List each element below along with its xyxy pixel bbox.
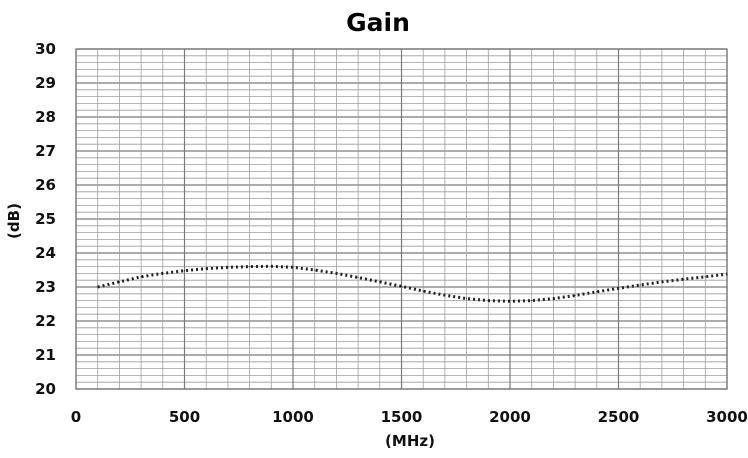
data-point	[596, 291, 598, 293]
data-point	[183, 270, 186, 272]
y-tick-label: 20	[35, 380, 56, 398]
y-tick-label: 24	[35, 244, 56, 262]
data-point	[704, 276, 706, 278]
x-axis-label: (MHz)	[385, 432, 435, 450]
data-point	[617, 287, 620, 289]
data-point	[661, 281, 663, 283]
data-point	[270, 265, 272, 267]
y-tick-label: 30	[35, 40, 56, 58]
data-point	[205, 268, 207, 270]
plot-border	[75, 48, 728, 390]
data-point	[118, 281, 120, 283]
data-point	[162, 272, 164, 274]
x-axis-ticks: 0 500 1000 1500 2000 2500 3000	[71, 408, 748, 426]
chart-title: Gain	[346, 8, 410, 37]
series-layer	[97, 264, 728, 303]
x-tick-label: 1000	[272, 408, 314, 426]
data-point	[314, 269, 316, 271]
data-point	[574, 294, 576, 297]
data-point	[683, 278, 685, 280]
data-point	[531, 300, 533, 302]
data-point	[509, 300, 511, 302]
data-point	[97, 286, 99, 288]
data-point	[335, 272, 337, 274]
plot-grid	[75, 48, 728, 390]
data-point	[422, 290, 424, 292]
data-point	[552, 297, 555, 300]
data-point	[249, 266, 251, 268]
x-tick-label: 0	[71, 408, 81, 426]
y-tick-label: 25	[35, 210, 56, 228]
x-tick-label: 3000	[706, 408, 748, 426]
data-point	[487, 300, 489, 302]
data-point	[726, 273, 728, 275]
data-point	[400, 285, 403, 287]
data-point	[357, 276, 359, 279]
y-axis-label: (dB)	[5, 203, 23, 239]
x-tick-label: 2500	[598, 408, 640, 426]
gain-series-line	[97, 264, 728, 303]
data-point	[639, 284, 641, 286]
data-point	[292, 266, 294, 268]
x-tick-label: 500	[169, 408, 200, 426]
y-axis-ticks: 20 21 22 23 24 25 26 27 28 29 30	[35, 40, 56, 398]
data-point	[444, 294, 446, 296]
x-tick-label: 1500	[381, 408, 423, 426]
data-point	[466, 297, 468, 300]
y-tick-label: 27	[35, 142, 56, 160]
data-point	[227, 266, 229, 268]
y-tick-label: 26	[35, 176, 56, 194]
data-point	[140, 276, 142, 278]
y-tick-label: 22	[35, 312, 56, 330]
y-tick-label: 29	[35, 74, 56, 92]
y-tick-label: 28	[35, 108, 56, 126]
data-point	[379, 281, 381, 283]
x-tick-label: 2000	[489, 408, 531, 426]
y-tick-label: 23	[35, 278, 56, 296]
y-tick-label: 21	[35, 346, 56, 364]
